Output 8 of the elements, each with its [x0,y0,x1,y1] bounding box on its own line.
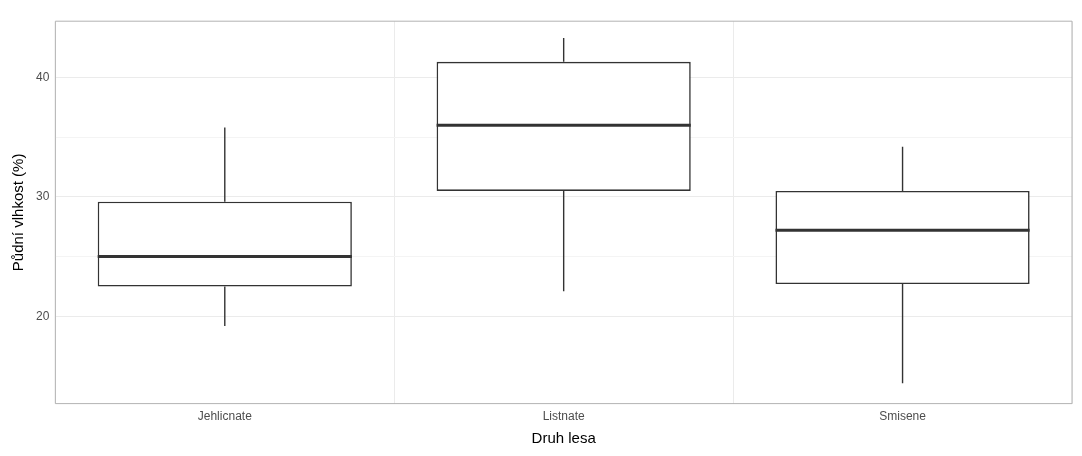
x-tick-label: Listnate [542,409,586,424]
y-tick-label: 30 [35,189,50,204]
y-axis-title: Půdní vlhkost (%) [9,153,27,272]
y-tick-label: 40 [35,69,50,84]
y-tick-label: 20 [35,308,50,323]
x-axis-title: Druh lesa [531,429,597,447]
x-tick-label: Jehlicnate [197,409,253,424]
x-tick-label: Smisene [879,409,927,424]
